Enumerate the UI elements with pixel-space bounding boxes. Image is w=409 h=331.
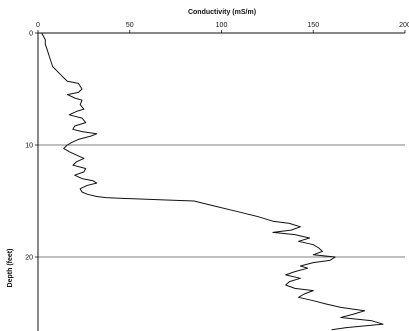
x-tick-label: 0 xyxy=(36,22,40,29)
y-tick-label: 10 xyxy=(25,143,33,150)
series-layer xyxy=(41,32,384,331)
y-tick-label: 20 xyxy=(25,255,33,262)
x-tick-label: 200 xyxy=(399,22,409,29)
conductivity-series-line xyxy=(41,32,384,331)
x-tick-label: 150 xyxy=(307,22,319,29)
y-tick-label: 0 xyxy=(29,31,33,38)
x-axis-title: Conductivity (mS/m) xyxy=(188,9,256,16)
x-tick-label: 100 xyxy=(216,22,228,29)
gridlines xyxy=(38,144,405,258)
y-axis-title: Depth (feet) xyxy=(7,249,14,288)
x-tick-label: 50 xyxy=(126,22,134,29)
tick-labels: 0 50 100 150 200 0 10 20 xyxy=(25,22,409,262)
axes xyxy=(35,30,406,331)
